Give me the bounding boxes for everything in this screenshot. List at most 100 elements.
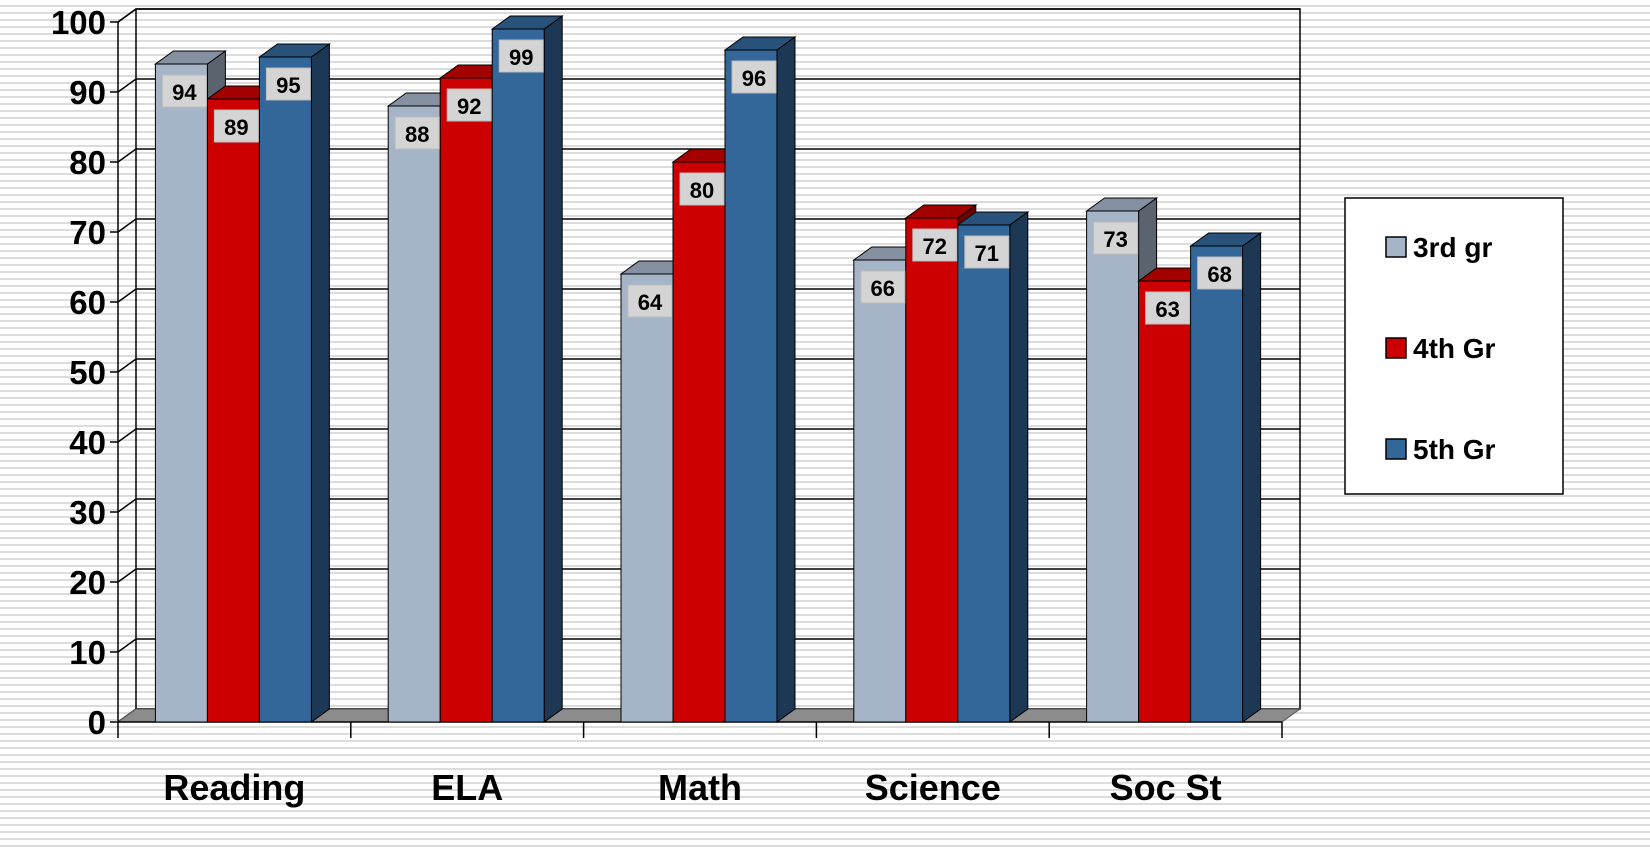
y-tick-label: 10 (69, 634, 106, 671)
legend-swatch (1385, 236, 1407, 258)
data-label-value: 96 (742, 66, 766, 91)
bar-front-face (387, 105, 441, 723)
legend: 3rd gr 4th Gr 5th Gr (1344, 197, 1564, 495)
data-label-value: 72 (923, 234, 947, 259)
legend-label: 5th Gr (1413, 434, 1496, 465)
bar-math-5th-gr (723, 36, 797, 723)
data-label: 92 (446, 88, 492, 122)
bar-front-face (672, 161, 726, 723)
bar-top-face (723, 36, 797, 51)
bar-front-face (1086, 210, 1140, 723)
data-label: 80 (679, 172, 725, 206)
data-label-value: 89 (224, 115, 248, 140)
legend-label: 4th Gr (1413, 333, 1496, 364)
bar-ela-5th-gr (490, 15, 564, 723)
data-label-box (1197, 256, 1243, 290)
data-label-value: 95 (276, 73, 300, 98)
data-label: 96 (731, 60, 777, 94)
data-label-box (213, 109, 259, 143)
bar-top-face (153, 50, 227, 65)
bar-front-face (620, 273, 674, 723)
bar-front-face (1138, 280, 1192, 723)
bar-side-face (310, 43, 330, 723)
bar-reading-5th-gr (257, 43, 331, 723)
bar-top-face (904, 204, 978, 219)
bar-side-face (1242, 232, 1262, 723)
data-label: 88 (394, 116, 440, 150)
data-label-value: 63 (1155, 297, 1179, 322)
data-label-box (731, 60, 777, 94)
gridline-side (117, 498, 137, 513)
bar-front-face (491, 28, 545, 723)
data-label: 99 (498, 39, 544, 73)
legend-box (1344, 197, 1564, 495)
bar-science-5th-gr (956, 211, 1030, 723)
data-label: 71 (964, 235, 1010, 269)
bar-front-face (957, 224, 1011, 723)
y-tick-label: 40 (69, 424, 106, 461)
data-label-box (446, 88, 492, 122)
data-label-value: 80 (690, 178, 714, 203)
data-label: 89 (213, 109, 259, 143)
y-tick-label: 0 (88, 704, 106, 741)
data-label-box (1093, 221, 1139, 255)
data-label-value: 68 (1207, 262, 1231, 287)
y-tick-label: 60 (69, 284, 106, 321)
plot-area: 0 10 20 30 40 50 60 70 80 90 100 94 89 95 88 92 99 64 80 96… (51, 4, 1302, 808)
gridline-side (117, 78, 137, 93)
data-label-value: 94 (172, 80, 197, 105)
gridline-side (117, 218, 137, 233)
data-label-value: 66 (871, 276, 895, 301)
left-wall-edge (117, 8, 137, 23)
data-label-box (627, 284, 673, 318)
data-label: 63 (1145, 291, 1191, 325)
data-label-box (860, 270, 906, 304)
data-label-box (912, 228, 958, 262)
y-tick-label: 30 (69, 494, 106, 531)
bar-top-face (490, 15, 564, 30)
data-label-box (964, 235, 1010, 269)
legend-swatch (1385, 337, 1407, 359)
data-label: 68 (1197, 256, 1243, 290)
data-label-value: 73 (1103, 227, 1127, 252)
y-tick-label: 90 (69, 74, 106, 111)
data-label-value: 64 (638, 290, 663, 315)
gridline-side (117, 638, 137, 653)
bar-front-face (206, 98, 260, 723)
data-label-box (1145, 291, 1191, 325)
bar-front-face (439, 77, 493, 723)
y-tick-label: 100 (51, 4, 106, 41)
data-label-box (265, 67, 311, 101)
data-label-value: 99 (509, 45, 533, 70)
legend-label: 3rd gr (1413, 232, 1492, 263)
data-label-value: 71 (975, 241, 999, 266)
legend-swatch (1385, 438, 1407, 460)
bar-side-face (543, 15, 563, 723)
bar-front-face (1190, 245, 1244, 723)
gridline-side (117, 568, 137, 583)
bar-front-face (258, 56, 312, 723)
x-category-label: Science (865, 767, 1001, 808)
data-label: 94 (161, 74, 207, 108)
bar-front-face (905, 217, 959, 723)
gridline-side (117, 148, 137, 163)
y-tick-label: 20 (69, 564, 106, 601)
bar-top-face (257, 43, 331, 58)
data-label-box (679, 172, 725, 206)
bar-side-face (1009, 211, 1029, 723)
data-label-box (161, 74, 207, 108)
data-label: 66 (860, 270, 906, 304)
data-label-box (498, 39, 544, 73)
x-category-label: Soc St (1110, 767, 1222, 808)
bar-top-face (1189, 232, 1263, 247)
y-tick-label: 80 (69, 144, 106, 181)
bar-front-face (154, 63, 208, 723)
y-tick-label: 70 (69, 214, 106, 251)
data-label-value: 92 (457, 94, 481, 119)
data-label: 64 (627, 284, 673, 318)
data-label: 95 (265, 67, 311, 101)
bar-top-face (1085, 197, 1159, 212)
x-category-label: Math (658, 767, 742, 808)
bar-front-face (724, 49, 778, 723)
data-label: 73 (1093, 221, 1139, 255)
